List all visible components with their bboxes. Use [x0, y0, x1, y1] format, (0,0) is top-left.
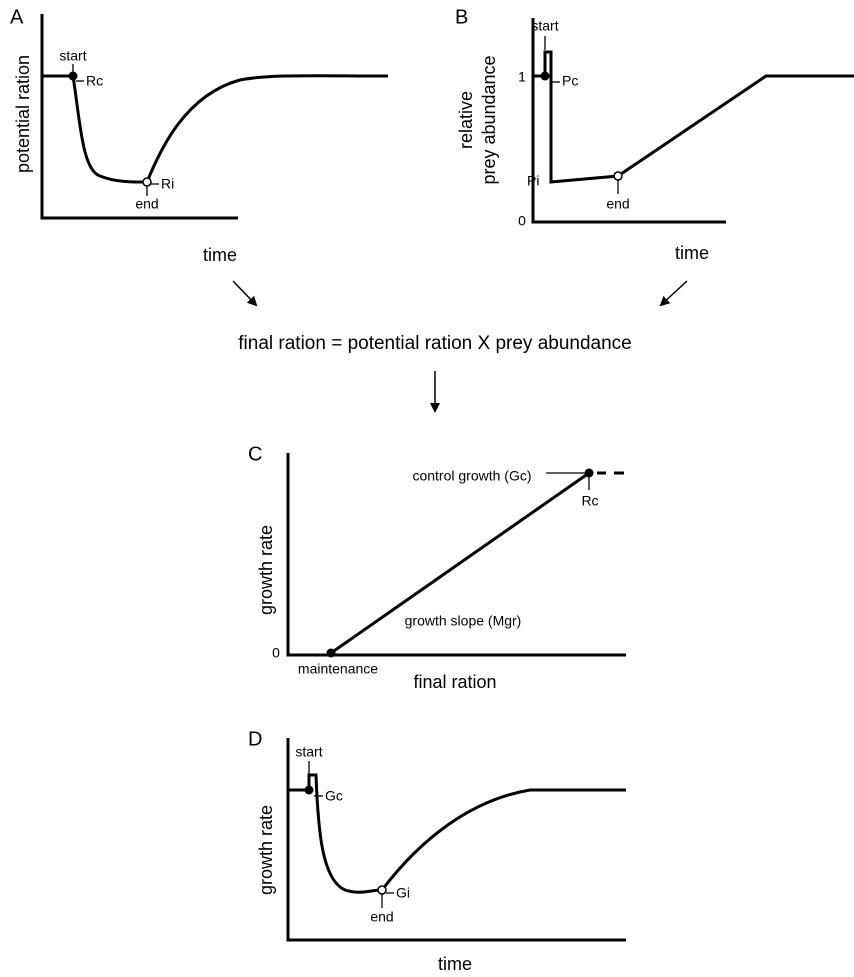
- panel-c: C growth rate 0 final ration control gro…: [248, 443, 626, 692]
- point: [68, 71, 78, 81]
- annotation: Ri: [161, 176, 174, 192]
- x-label: final ration: [413, 672, 496, 692]
- annotation: end: [135, 196, 158, 212]
- line: [330, 471, 590, 655]
- point: [540, 71, 550, 81]
- axes: [531, 18, 726, 224]
- annotation: end: [606, 196, 629, 212]
- point: [142, 177, 152, 187]
- annotation: start: [295, 744, 322, 760]
- tick-label: 0: [518, 213, 526, 229]
- annotation: Gi: [396, 885, 410, 901]
- point: [377, 885, 387, 895]
- arrow: [232, 280, 258, 307]
- arrow: [659, 280, 688, 307]
- panel-label: B: [455, 6, 468, 28]
- y-label: relative: [456, 91, 476, 149]
- annotation: Rc: [581, 493, 598, 509]
- y-label: potential ration: [13, 55, 33, 173]
- tick-label: 1: [518, 69, 526, 85]
- panel-label: D: [248, 728, 262, 750]
- annotation: Pc: [562, 73, 578, 89]
- panel-b: B relative prey abundance 1 0 time start…: [455, 6, 854, 263]
- curve: [288, 773, 626, 894]
- annotation: growth slope (Mgr): [405, 613, 522, 629]
- annotation: Pi: [527, 173, 539, 189]
- annotation: maintenance: [298, 661, 378, 677]
- x-label: time: [438, 954, 472, 974]
- y-label: growth rate: [256, 525, 276, 615]
- annotation: control growth (Gc): [412, 468, 531, 484]
- tick-label: 0: [272, 645, 280, 661]
- point: [304, 785, 314, 795]
- annotation: start: [59, 48, 86, 64]
- curve: [42, 74, 389, 184]
- point: [326, 648, 336, 658]
- equation: final ration = potential ration X prey a…: [238, 333, 631, 354]
- axes: [40, 14, 238, 220]
- panel-label: A: [10, 6, 24, 28]
- curve: [533, 50, 854, 184]
- panel-label: C: [248, 443, 262, 465]
- panel-a: A potential ration time start Rc Ri end: [10, 6, 389, 265]
- x-label: time: [203, 245, 237, 265]
- annotation: Gc: [325, 788, 343, 804]
- annotation: Rc: [86, 73, 103, 89]
- y-label: growth rate: [256, 805, 276, 895]
- annotation: end: [370, 909, 393, 925]
- axes: [286, 738, 626, 942]
- axes: [286, 453, 626, 657]
- y-label: prey abundance: [479, 55, 499, 184]
- annotation: start: [531, 18, 558, 34]
- panel-d: D growth rate time start Gc Gi end: [248, 728, 626, 974]
- x-label: time: [675, 243, 709, 263]
- point: [613, 171, 623, 181]
